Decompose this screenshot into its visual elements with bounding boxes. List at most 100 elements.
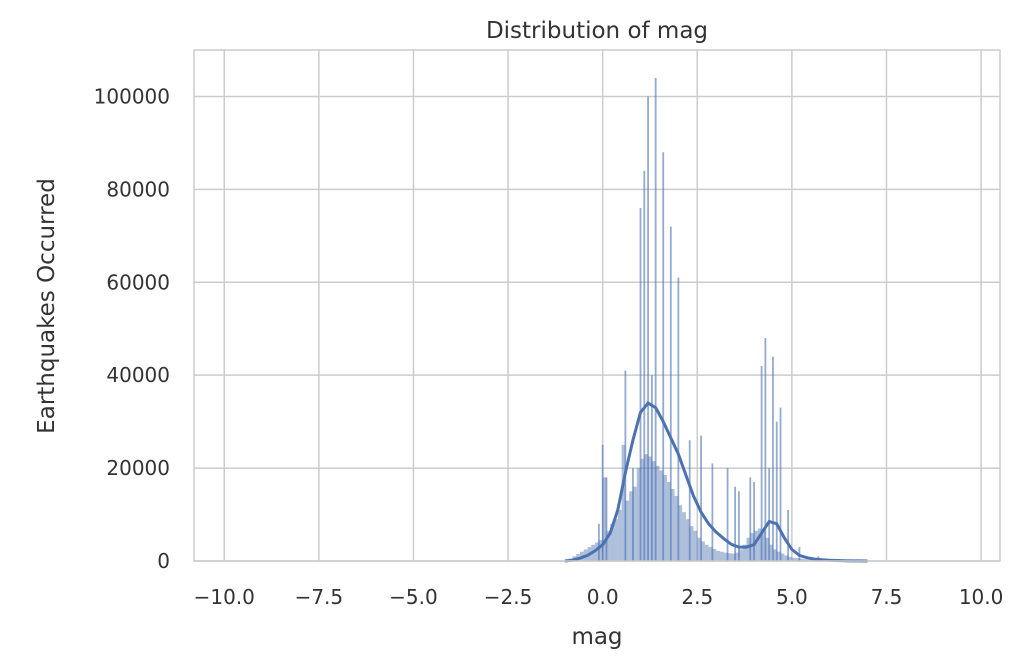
histogram-spike bbox=[738, 491, 740, 561]
histogram-spike bbox=[700, 435, 702, 561]
histogram-spike bbox=[779, 407, 782, 561]
x-axis-title: mag bbox=[571, 624, 622, 650]
histogram-bar bbox=[648, 456, 652, 561]
histogram-bar bbox=[595, 542, 599, 561]
histogram-bar bbox=[708, 547, 713, 561]
histogram-spike bbox=[597, 523, 600, 561]
histogram-bar bbox=[606, 530, 611, 561]
kde-line bbox=[564, 401, 868, 563]
y-tick-label: 60000 bbox=[106, 270, 170, 294]
histogram-bar bbox=[685, 519, 690, 561]
plot-background bbox=[194, 50, 1000, 561]
histogram-bar bbox=[712, 548, 717, 561]
histogram-bar bbox=[780, 553, 785, 561]
histogram-bar bbox=[625, 500, 630, 561]
histogram-spike bbox=[601, 444, 604, 561]
histogram-bar bbox=[735, 552, 739, 561]
histogram-bar bbox=[651, 461, 656, 561]
histogram-spike bbox=[624, 370, 627, 561]
histogram-bar bbox=[655, 465, 660, 561]
histogram-bar bbox=[659, 470, 664, 561]
histogram-bar bbox=[716, 550, 720, 561]
histogram-spike bbox=[753, 482, 755, 561]
histogram-bar bbox=[738, 549, 743, 561]
histogram-spike bbox=[647, 96, 649, 562]
histogram-bar bbox=[682, 512, 686, 561]
histogram-spike bbox=[662, 152, 665, 561]
histogram-bar bbox=[719, 551, 724, 561]
x-tick-label: −2.5 bbox=[484, 585, 533, 609]
histogram-spike bbox=[772, 356, 774, 561]
x-tick-label: 10.0 bbox=[959, 585, 1004, 609]
histogram-bar bbox=[644, 454, 649, 561]
histogram-bar bbox=[799, 558, 804, 561]
histogram-spike bbox=[669, 226, 672, 561]
histogram-spikes bbox=[597, 77, 820, 562]
histogram-bar bbox=[742, 544, 747, 561]
histogram-bar bbox=[776, 551, 781, 561]
x-tick-label: −7.5 bbox=[295, 585, 344, 609]
histogram-bar bbox=[629, 491, 633, 561]
histogram-spike bbox=[639, 207, 642, 562]
histogram-bar bbox=[701, 541, 705, 561]
histogram-spike bbox=[768, 468, 771, 561]
x-tick-label: −5.0 bbox=[389, 585, 438, 609]
histogram-bar bbox=[663, 475, 668, 561]
histogram-bar bbox=[754, 530, 758, 561]
histogram-bar bbox=[765, 537, 770, 561]
y-axis-title: Earthquakes Occurred bbox=[34, 178, 60, 434]
histogram-bar bbox=[769, 544, 773, 561]
histogram-bar bbox=[602, 477, 607, 561]
histogram-spike bbox=[787, 509, 789, 561]
y-tick-label: 20000 bbox=[106, 456, 170, 480]
histogram-spike bbox=[734, 486, 737, 561]
histogram-bar bbox=[678, 505, 683, 561]
histogram-bar bbox=[727, 553, 732, 561]
histogram-bar bbox=[674, 495, 679, 561]
x-tick-label: 0.0 bbox=[587, 585, 619, 609]
histogram-spike bbox=[677, 277, 680, 561]
histogram-spike bbox=[711, 463, 714, 561]
x-tick-label: 7.5 bbox=[871, 585, 903, 609]
histogram-bar bbox=[795, 558, 800, 561]
y-tick-label: 80000 bbox=[106, 177, 170, 201]
histogram-spike bbox=[775, 421, 778, 561]
histogram-bar bbox=[704, 544, 709, 561]
histogram-spike bbox=[688, 440, 691, 561]
histogram-bar bbox=[610, 523, 615, 561]
histogram-spike bbox=[764, 338, 767, 561]
histogram-bar bbox=[598, 540, 603, 561]
histogram-spike bbox=[643, 170, 646, 562]
histogram-bar bbox=[750, 533, 755, 561]
x-tick-label: 5.0 bbox=[776, 585, 808, 609]
histogram-spike bbox=[726, 468, 729, 561]
chart-title: Distribution of mag bbox=[486, 18, 708, 44]
histogram-bar bbox=[784, 555, 789, 561]
histogram-spike bbox=[654, 77, 657, 561]
histogram-bar bbox=[803, 559, 808, 561]
histogram-spike bbox=[632, 468, 634, 561]
y-tick-label: 100000 bbox=[94, 84, 170, 108]
histogram-bar bbox=[621, 444, 626, 561]
x-tick-labels: −10.0 −7.5 −5.0 −2.5 0.0 2.5 5.0 7.5 10.0 bbox=[194, 585, 1004, 609]
histogram-bar bbox=[697, 537, 702, 561]
y-tick-label: 40000 bbox=[106, 363, 170, 387]
histogram-bar bbox=[667, 482, 671, 561]
y-tick-label: 0 bbox=[157, 549, 170, 573]
histogram-bar bbox=[791, 557, 796, 561]
histogram-spike bbox=[650, 375, 653, 561]
histogram-bar bbox=[640, 458, 645, 561]
histogram-spike bbox=[760, 365, 763, 561]
y-tick-labels: 0 20000 40000 60000 80000 100000 bbox=[94, 84, 170, 573]
histogram-bar bbox=[689, 526, 694, 561]
x-tick-label: 2.5 bbox=[681, 585, 713, 609]
histogram-bar bbox=[723, 552, 728, 561]
histogram-spike bbox=[749, 477, 752, 561]
histogram-bar bbox=[761, 530, 766, 561]
histogram-bar bbox=[788, 556, 792, 561]
histogram-bar bbox=[670, 488, 675, 561]
histogram-spike bbox=[605, 477, 608, 561]
x-gridlines bbox=[223, 50, 982, 561]
histogram-bar bbox=[757, 528, 762, 561]
